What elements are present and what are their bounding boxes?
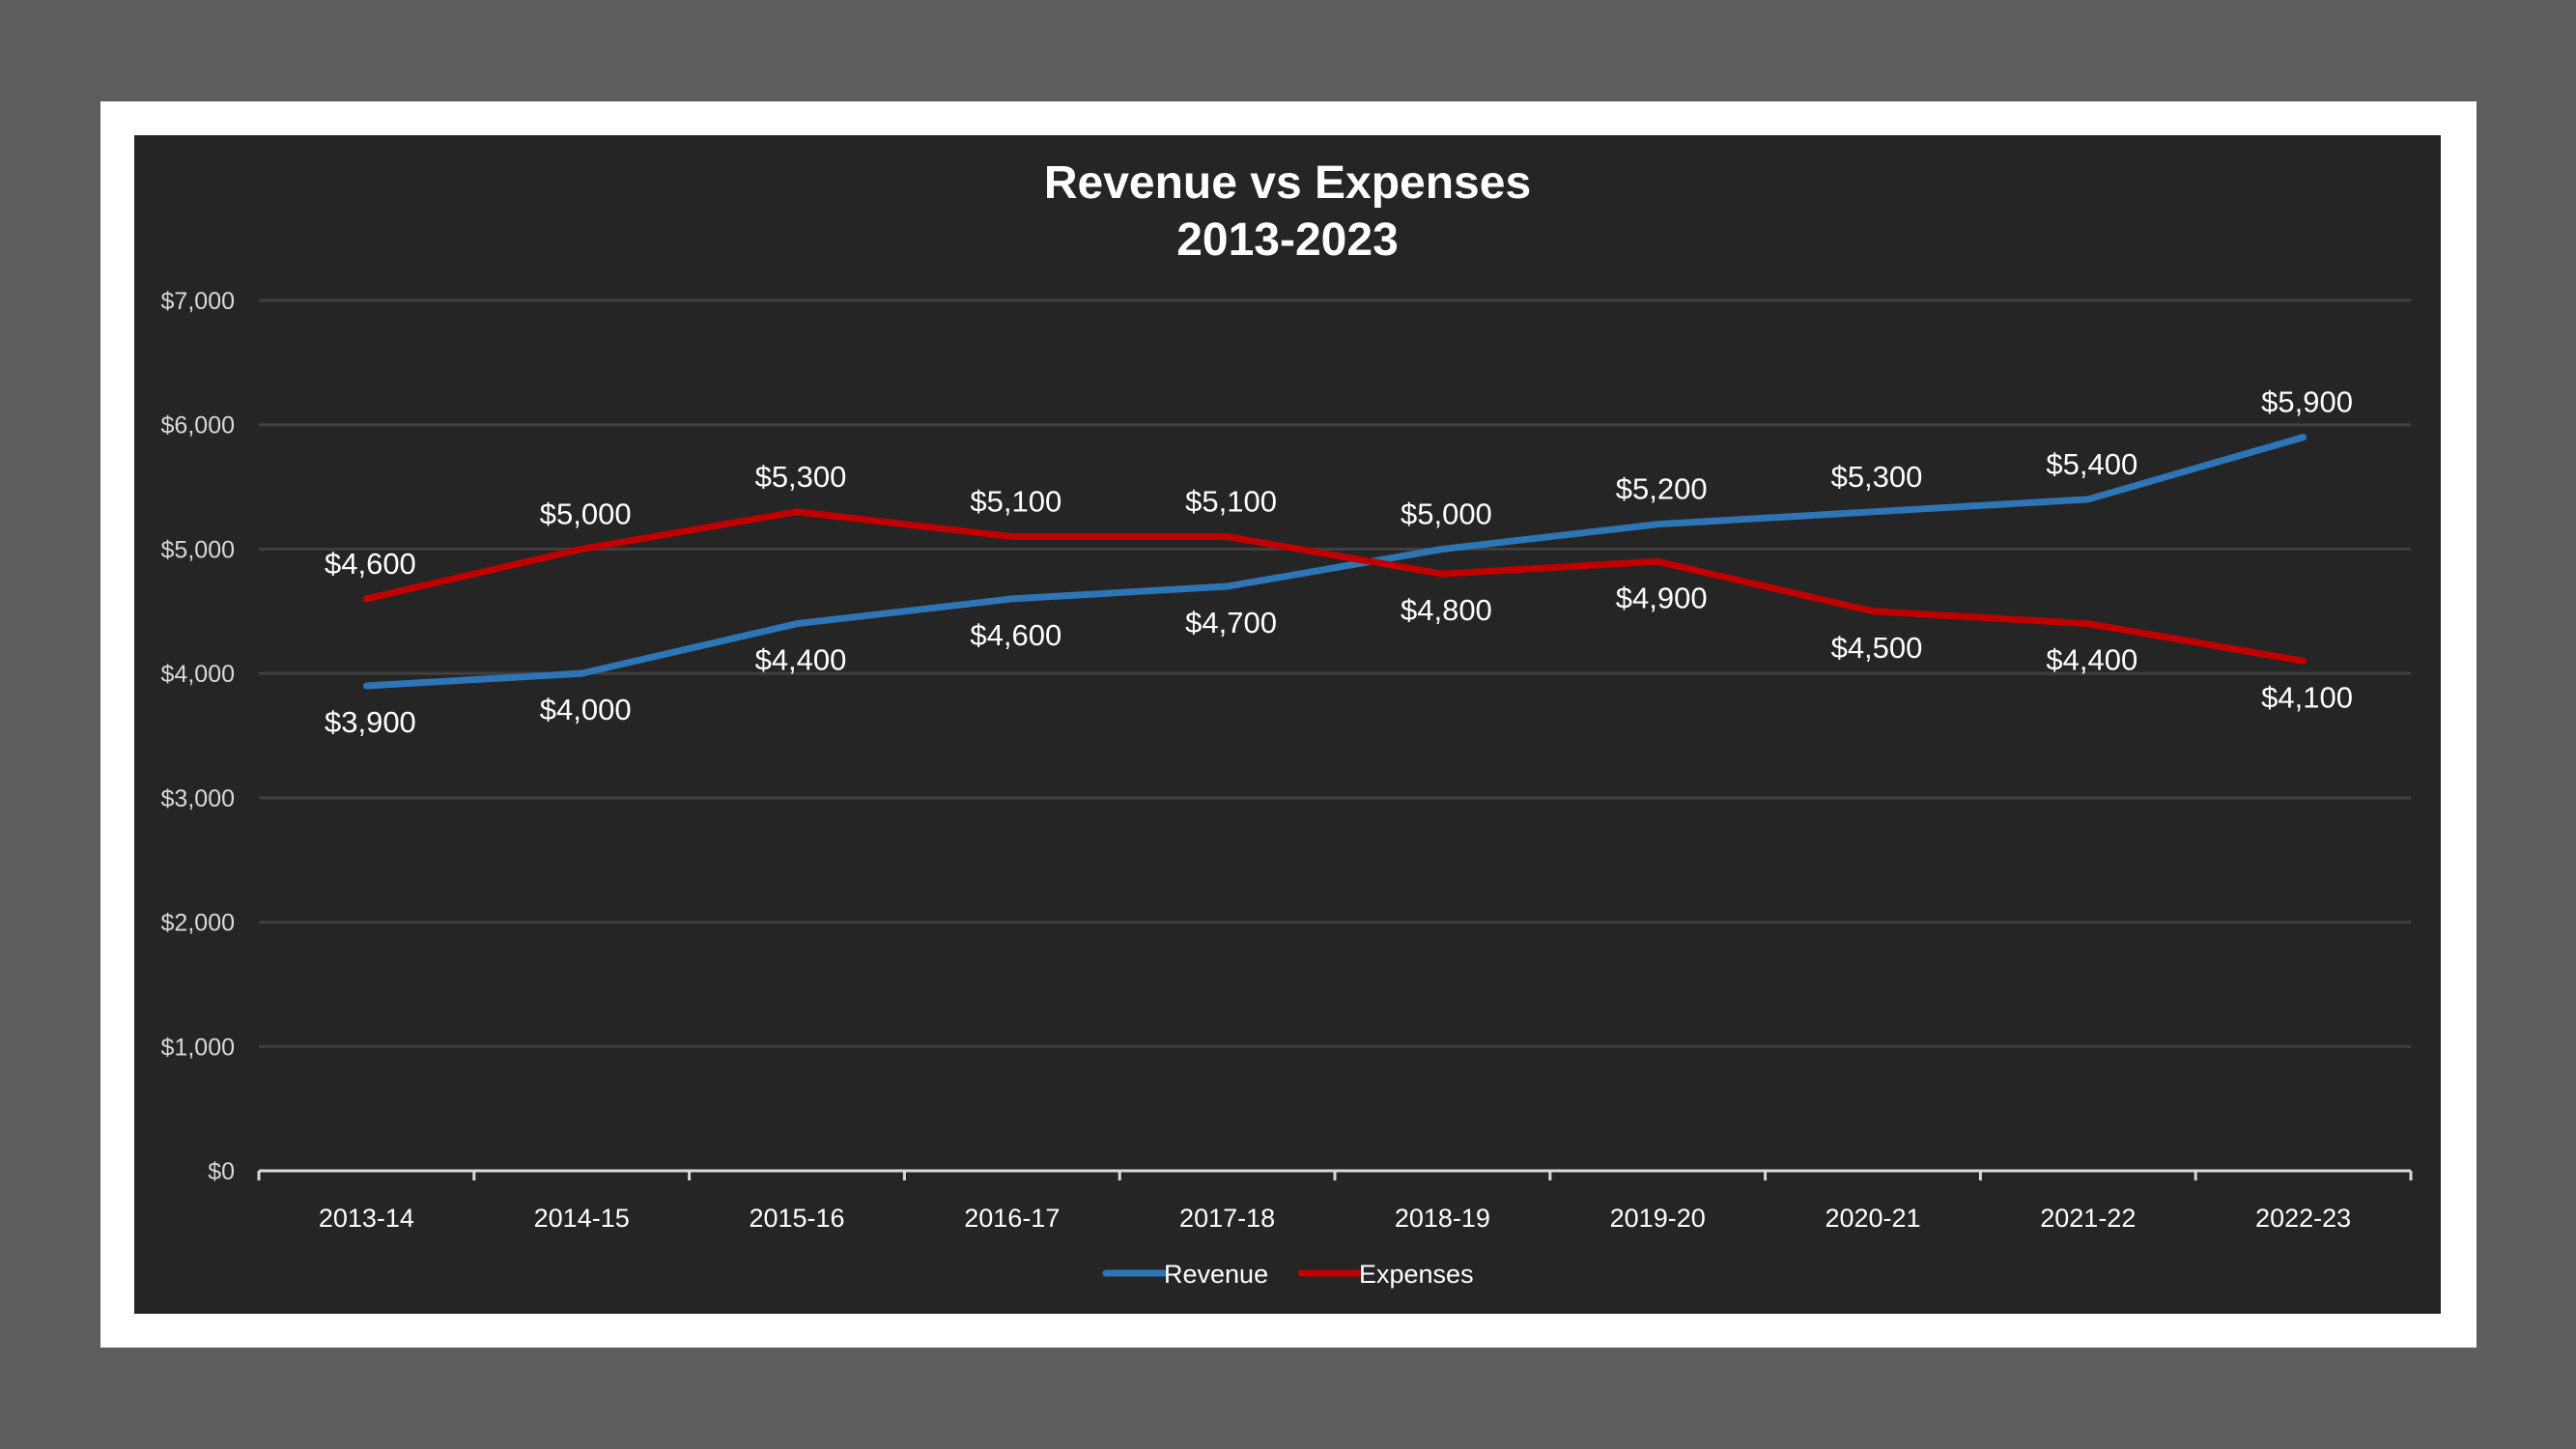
- x-tick-label: 2015-16: [749, 1204, 844, 1233]
- legend-label-expenses: Expenses: [1359, 1260, 1474, 1289]
- expenses-data-label: $4,800: [1401, 593, 1492, 627]
- revenue-data-label: $5,300: [1831, 460, 1923, 494]
- x-tick-label: 2013-14: [319, 1204, 414, 1233]
- series-line-expenses: [362, 508, 2307, 665]
- revenue-data-label: $4,400: [755, 643, 847, 677]
- revenue-data-label: $4,000: [540, 693, 632, 726]
- x-tick-label: 2018-19: [1395, 1204, 1490, 1233]
- expenses-data-label: $5,300: [755, 460, 847, 494]
- x-tick-label: 2019-20: [1610, 1204, 1706, 1233]
- series-lines: [362, 434, 2307, 690]
- expenses-data-label: $4,400: [2046, 643, 2137, 677]
- chart-subtitle: 2013-2023: [1176, 214, 1399, 266]
- legend: Revenue Expenses: [1102, 1260, 1474, 1289]
- y-tick-label: $7,000: [161, 288, 235, 315]
- y-tick-label: $0: [208, 1158, 235, 1185]
- y-tick-label: $5,000: [161, 536, 235, 563]
- expenses-data-label: $5,100: [970, 485, 1062, 519]
- axes: $0 $1,000 $2,000 $3,000 $4,000 $5,000 $6,000 $7…: [161, 288, 2413, 1233]
- x-tick-label: 2020-21: [1825, 1204, 1920, 1233]
- chart-title: Revenue vs Expenses: [1044, 157, 1531, 209]
- revenue-data-label: $3,900: [325, 705, 416, 739]
- revenue-data-label: $4,700: [1185, 606, 1277, 639]
- x-tick-label: 2017-18: [1179, 1204, 1275, 1233]
- expenses-data-label: $4,100: [2261, 680, 2353, 714]
- revenue-data-label: $5,900: [2261, 385, 2353, 419]
- revenue-data-label: $5,000: [1401, 497, 1492, 530]
- y-tick-label: $4,000: [161, 661, 235, 688]
- x-tick-label: 2016-17: [964, 1204, 1060, 1233]
- legend-label-revenue: Revenue: [1164, 1260, 1268, 1289]
- revenue-data-label: $4,600: [970, 618, 1062, 652]
- expenses-data-label: $4,500: [1831, 631, 1923, 665]
- series-line-revenue: [362, 434, 2307, 690]
- x-tick-label: 2022-23: [2255, 1204, 2351, 1233]
- y-tick-label: $3,000: [161, 785, 235, 812]
- gridlines: [259, 298, 2411, 1048]
- y-tick-label: $1,000: [161, 1034, 235, 1061]
- expenses-data-label: $5,100: [1185, 485, 1277, 519]
- revenue-data-label: $5,200: [1616, 472, 1708, 506]
- chart-area: [134, 135, 2441, 1314]
- revenue-data-label: $5,400: [2046, 447, 2137, 481]
- x-tick-label: 2021-22: [2040, 1204, 2136, 1233]
- y-tick-label: $6,000: [161, 412, 235, 440]
- expenses-data-label: $5,000: [540, 497, 632, 530]
- data-labels: $3,900 $4,600 $4,000 $5,000 $4,400 $5,300 $4,6…: [325, 385, 2353, 739]
- x-tick-label: 2014-15: [534, 1204, 630, 1233]
- expenses-data-label: $4,600: [325, 547, 416, 581]
- expenses-data-label: $4,900: [1616, 581, 1708, 614]
- y-tick-label: $2,000: [161, 910, 235, 937]
